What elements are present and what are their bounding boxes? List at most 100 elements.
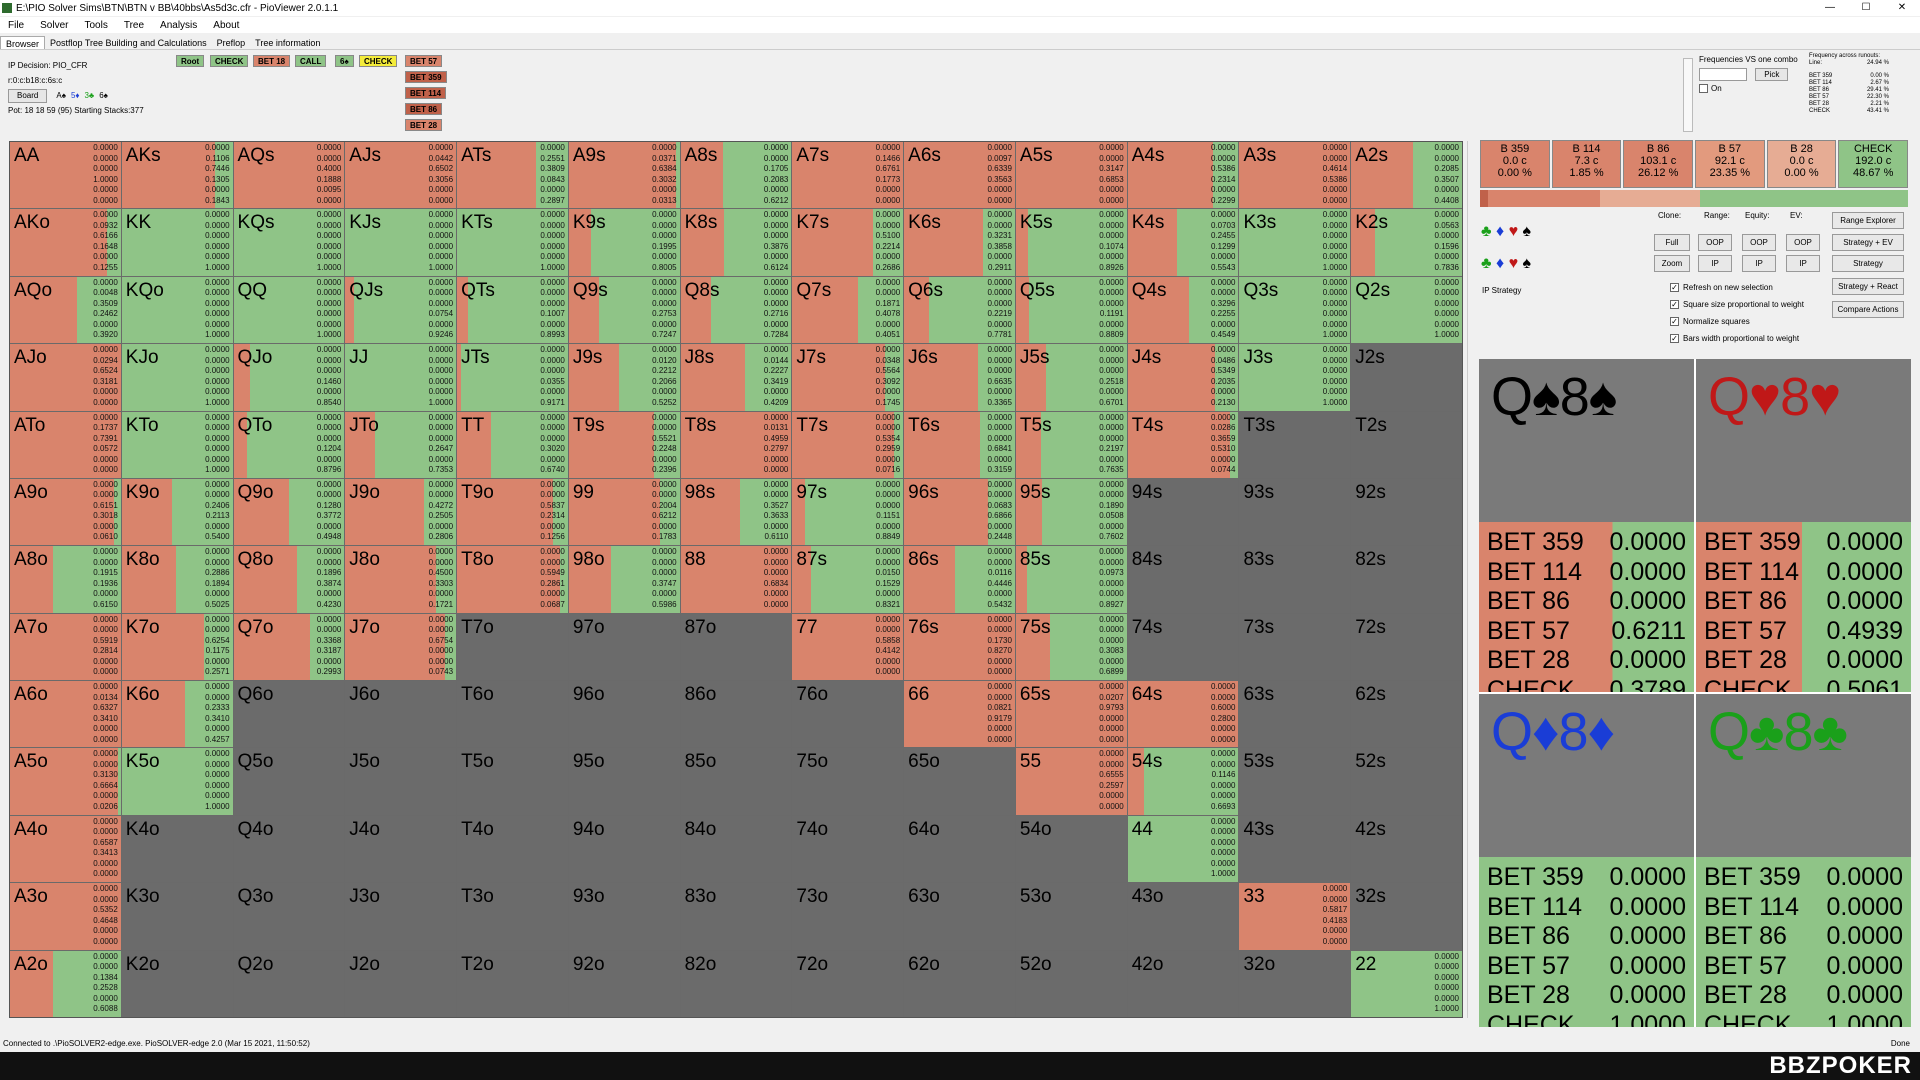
full-button[interactable]: Full	[1654, 234, 1690, 251]
diamond-icon[interactable]: ♦	[1495, 255, 1505, 272]
hand-cell[interactable]: 0.0000 0.0000 0.0000 0.3747 0.0000 0.5986 98o	[568, 546, 680, 613]
hand-cell[interactable]: 92s	[1351, 478, 1462, 546]
hand-cell[interactable]: 0.0000 0.0000 0.1871 0.4078 0.0000 0.4051 Q7s	[792, 276, 904, 344]
nav-root[interactable]: Root	[176, 55, 205, 67]
hand-cell[interactable]: 82s	[1351, 546, 1462, 613]
hand-cell[interactable]: 0.0000 0.0000 0.6254 0.1175 0.0000 0.2571 K7o	[121, 613, 233, 681]
hand-cell[interactable]: 0.0000 0.0000 0.2333 0.3410 0.0000 0.4257 K6o	[121, 681, 233, 748]
hand-cell[interactable]: 0.0000 0.0000 0.5919 0.2814 0.0000 0.0000 A7o	[10, 613, 121, 681]
hand-cell[interactable]: 0.0000 0.0120 0.2212 0.2066 0.0000 0.5252 J9s	[568, 344, 680, 411]
bar-width-checkbox-row[interactable]: ✓ Bars width proportional to weight	[1670, 334, 1799, 343]
hand-cell[interactable]: 0.0000 0.0000 0.0000 0.1074 0.0000 0.8926 K5s	[1015, 209, 1127, 276]
hand-cell[interactable]: 64o	[904, 815, 1015, 883]
combo-input[interactable]	[1699, 68, 1747, 81]
hand-cell[interactable]: J5o	[345, 748, 457, 815]
hand-cell[interactable]: 0.0000 0.0000 0.0000 0.1995 0.0000 0.8005 K9s	[568, 209, 680, 276]
menu-solver[interactable]: Solver	[40, 19, 69, 31]
nav-bet-114[interactable]: BET 114	[405, 87, 447, 99]
hand-cell[interactable]: 0.0000 0.0000 0.6754 0.0000 0.0000 0.0743 J7o	[345, 613, 457, 681]
hand-cell[interactable]: 0.0000 0.0000 0.2085 0.3507 0.0000 0.4408 A2s	[1351, 142, 1462, 209]
hand-cell[interactable]: 0.0000 0.0000 0.0000 0.3083 0.0000 0.6899 75s	[1015, 613, 1127, 681]
hand-cell[interactable]: 65o	[904, 748, 1015, 815]
hand-cell[interactable]: 0.0000 0.0097 0.6339 0.3563 0.0000 0.0000 A6s	[904, 142, 1015, 209]
hand-cell[interactable]: 0.0000 0.0000 0.0000 0.0000 0.0000 1.0000 QQ	[233, 276, 345, 344]
nav-bet-86[interactable]: BET 86	[405, 103, 443, 115]
hand-cell[interactable]: T2o	[457, 950, 568, 1017]
hand-cell[interactable]: 0.0000 0.0000 0.0000 0.0000 0.0000 1.0000 44	[1127, 815, 1239, 883]
hand-cell[interactable]: 0.0000 0.0000 0.0683 0.6866 0.0000 0.2448 96s	[904, 478, 1015, 546]
navigator-scrollbar[interactable]	[1683, 58, 1693, 132]
hand-cell[interactable]: 0.0000 0.0000 0.0116 0.4446 0.0000 0.5432 86s	[904, 546, 1015, 613]
hand-cell[interactable]: 0.0000 0.0000 0.1915 0.1936 0.0000 0.6150 A8o	[10, 546, 121, 613]
hand-cell[interactable]: 0.0000 0.0000 0.0000 1.0000 0.0000 0.0000 AA	[10, 142, 121, 209]
close-button[interactable]: ✕	[1897, 2, 1907, 13]
club-icon[interactable]: ♣	[1481, 255, 1492, 272]
hand-cell[interactable]: 0.0000 0.0000 0.0000 0.0000 0.0000 1.0000 K3s	[1239, 209, 1351, 276]
hand-cell[interactable]: 42s	[1351, 815, 1462, 883]
hand-cell[interactable]: 0.0000 0.0000 0.1890 0.0508 0.0000 0.7602 95s	[1015, 478, 1127, 546]
hand-cell[interactable]: 85o	[680, 748, 792, 815]
hand-cell[interactable]: 62s	[1351, 681, 1462, 748]
hand-cell[interactable]: 74o	[792, 815, 904, 883]
hand-cell[interactable]: 83o	[680, 883, 792, 950]
square-size-checkbox-row[interactable]: ✓ Square size proportional to weight	[1670, 300, 1804, 309]
hand-cell[interactable]: 0.0000 0.0000 0.4500 0.3303 0.0000 0.1721 J8o	[345, 546, 457, 613]
hand-cell[interactable]: 0.0000 0.0000 0.6587 0.3413 0.0000 0.0000 A4o	[10, 815, 121, 883]
menu-analysis[interactable]: Analysis	[160, 19, 198, 31]
menu-file[interactable]: File	[8, 19, 25, 31]
hand-cell[interactable]: 0.0000 0.0442 0.6502 0.3056 0.0000 0.0000 AJs	[345, 142, 457, 209]
diamond-icon[interactable]: ♦	[1495, 223, 1505, 240]
tab-tree-info[interactable]: Tree information	[255, 38, 321, 48]
hand-cell[interactable]: 74s	[1127, 613, 1239, 681]
hand-cell[interactable]: 73s	[1239, 613, 1351, 681]
hand-cell[interactable]: 0.0000 0.0000 0.6151 0.3018 0.0000 0.0610 A9o	[10, 478, 121, 546]
hand-cell[interactable]: Q2o	[233, 950, 345, 1017]
hand-cell[interactable]: 84o	[680, 815, 792, 883]
hand-cell[interactable]: 0.0000 0.0000 0.5352 0.4648 0.0000 0.0000 A3o	[10, 883, 121, 950]
hand-cell[interactable]: 0.0000 0.0348 0.5564 0.3092 0.0000 0.1745 J7s	[792, 344, 904, 411]
hand-cell[interactable]: 0.0000 0.0207 0.9793 0.0000 0.0000 0.0000 65s	[1015, 681, 1127, 748]
board-button[interactable]: Board	[8, 88, 48, 103]
hand-cell[interactable]: Q5o	[233, 748, 345, 815]
hand-cell[interactable]: 63s	[1239, 681, 1351, 748]
nav-bet-18[interactable]: BET 18	[253, 55, 291, 67]
nav-call[interactable]: CALL	[295, 55, 327, 67]
hand-cell[interactable]: 52s	[1351, 748, 1462, 815]
hand-cell[interactable]: 0.0000 0.0000 0.5949 0.2861 0.0000 0.0687 T8o	[457, 546, 568, 613]
hand-cell[interactable]: T3s	[1239, 411, 1351, 478]
hand-cell[interactable]: 83s	[1239, 546, 1351, 613]
nav-bet-57[interactable]: BET 57	[405, 55, 443, 67]
hand-cell[interactable]: 92o	[568, 950, 680, 1017]
hand-cell[interactable]: 0.0000 0.0000 0.5837 0.2314 0.0000 0.1256 T9o	[457, 478, 568, 546]
checkbox[interactable]: ✓	[1670, 283, 1679, 292]
hand-cell[interactable]: 0.0000 0.0703 0.2455 0.1299 0.0000 0.5543 K4s	[1127, 209, 1239, 276]
hand-cell[interactable]: 0.0000 0.0000 0.0000 0.0000 0.0000 1.0000 K5o	[121, 748, 233, 815]
nav-card[interactable]: 6♠	[335, 55, 354, 67]
hand-cell[interactable]: 0.0000 0.1737 0.7391 0.0572 0.0000 0.0000 ATo	[10, 411, 121, 478]
nav-bet-28[interactable]: BET 28	[405, 119, 443, 131]
hand-cell[interactable]: 0.0000 0.0131 0.4959 0.2797 0.0000 0.0000 T8s	[680, 411, 792, 478]
hand-cell[interactable]: 42o	[1127, 950, 1239, 1017]
hand-cell[interactable]: 53s	[1239, 748, 1351, 815]
equity-oop-button[interactable]: OOP	[1742, 234, 1776, 251]
hand-cell[interactable]: 0.0000 0.0048 0.3509 0.2462 0.0000 0.3920 AQo	[10, 276, 121, 344]
hand-cell[interactable]: T7o	[457, 613, 568, 681]
pick-button[interactable]: Pick	[1755, 68, 1789, 81]
hand-cell[interactable]: 72s	[1351, 613, 1462, 681]
hand-cell[interactable]: 0.0000 0.0000 0.0000 0.6635 0.0000 0.3365 J6s	[904, 344, 1015, 411]
hand-cell[interactable]: 0.0000 0.0371 0.6384 0.3032 0.0000 0.0313 A9s	[568, 142, 680, 209]
hand-cell[interactable]: 0.0000 0.0000 0.0000 0.0000 0.0000 1.0000 KQo	[121, 276, 233, 344]
hand-cell[interactable]: 0.0000 0.0000 0.0000 0.0000 0.0000 1.0000 KJs	[345, 209, 457, 276]
hand-cell[interactable]: 0.0000 0.0000 0.0000 0.1191 0.0000 0.8809 Q5s	[1015, 276, 1127, 344]
strategy-ev-button[interactable]: Strategy + EV	[1832, 234, 1904, 251]
hand-cell[interactable]: 0.0000 0.0000 0.0973 0.0000 0.0000 0.8927 85s	[1015, 546, 1127, 613]
ev-ip-button[interactable]: IP	[1786, 255, 1820, 272]
hand-cell[interactable]: 72o	[792, 950, 904, 1017]
hand-cell[interactable]: J2o	[345, 950, 457, 1017]
hand-cell[interactable]: 63o	[904, 883, 1015, 950]
hand-cell[interactable]: T4o	[457, 815, 568, 883]
refresh-checkbox-row[interactable]: ✓ Refresh on new selection	[1670, 283, 1773, 292]
hand-cell[interactable]: 0.0000 0.0486 0.5349 0.2035 0.0000 0.2130 J4s	[1127, 344, 1239, 411]
hand-cell[interactable]: 0.0000 0.0000 0.0000 0.2716 0.0000 0.7284 Q8s	[680, 276, 792, 344]
hand-cell[interactable]: T6o	[457, 681, 568, 748]
